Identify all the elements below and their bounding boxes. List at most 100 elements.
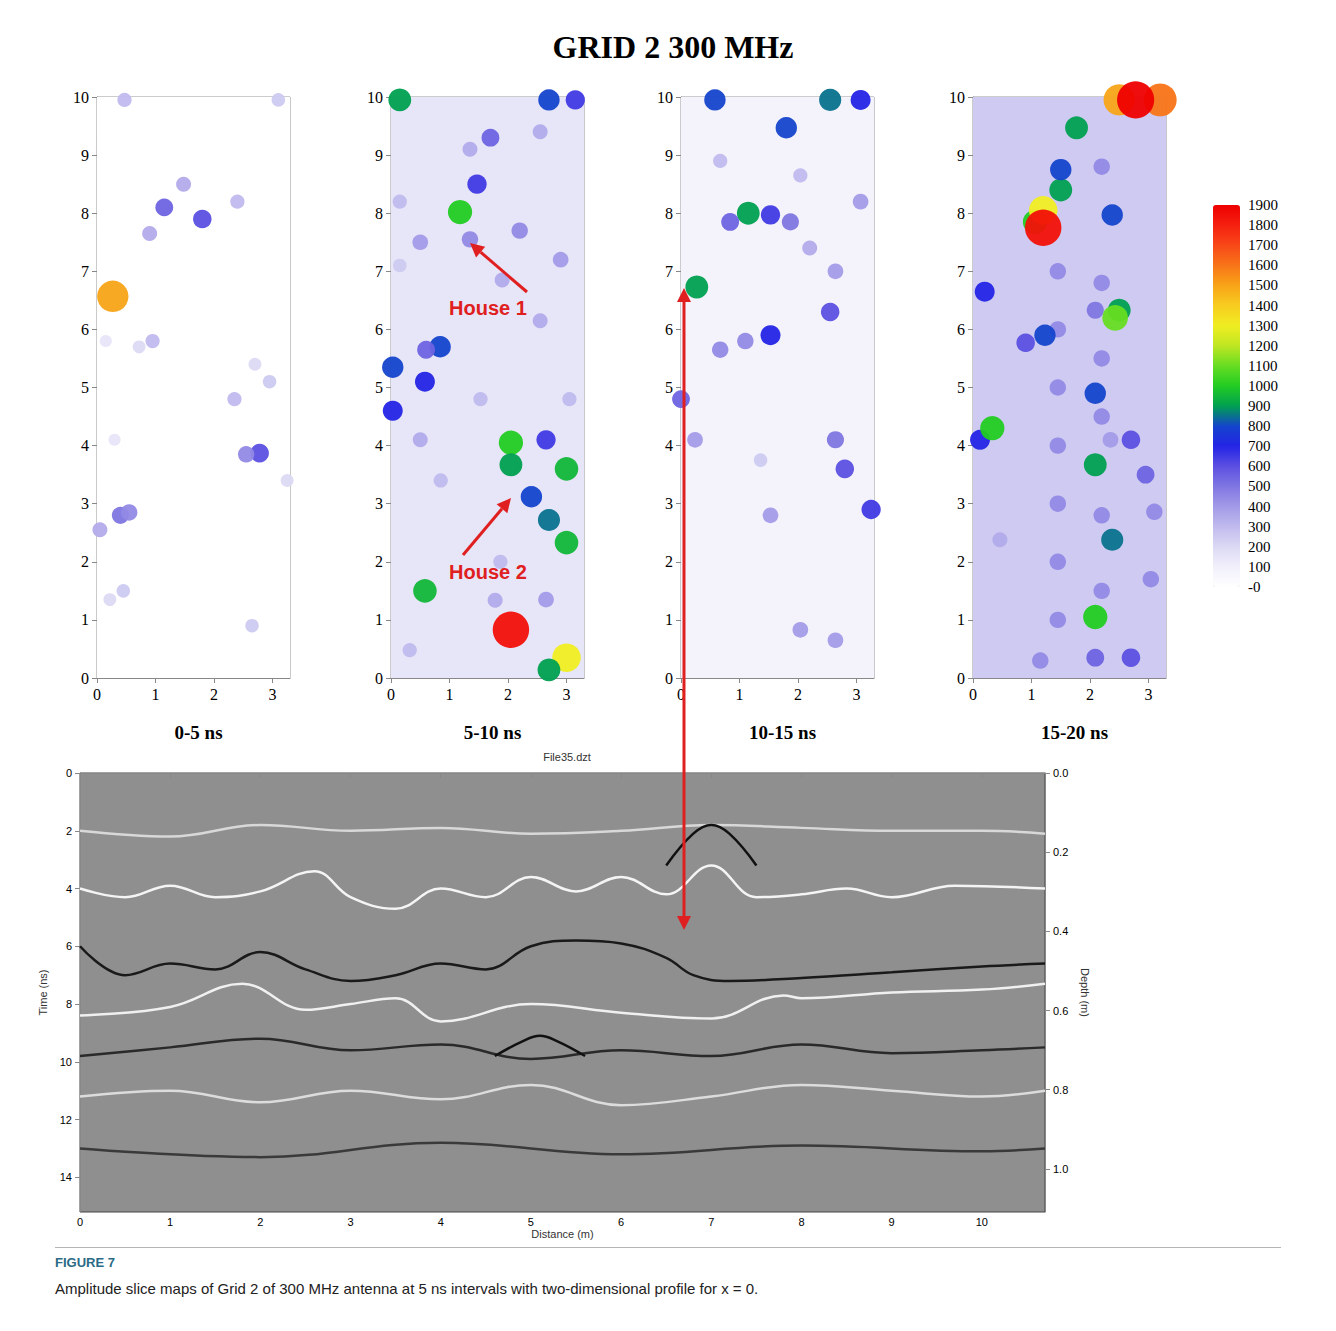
- svg-text:1900: 1900: [1248, 197, 1278, 213]
- svg-text:5: 5: [957, 379, 965, 396]
- svg-text:4: 4: [438, 1216, 444, 1228]
- svg-text:6: 6: [66, 940, 72, 952]
- svg-text:1: 1: [81, 611, 89, 628]
- svg-text:9: 9: [375, 147, 383, 164]
- svg-text:4: 4: [957, 437, 965, 454]
- svg-text:4: 4: [665, 437, 673, 454]
- svg-text:4: 4: [81, 437, 89, 454]
- svg-text:1700: 1700: [1248, 237, 1278, 253]
- svg-text:10: 10: [949, 89, 965, 106]
- svg-text:1100: 1100: [1248, 358, 1277, 374]
- svg-text:3: 3: [563, 686, 571, 703]
- svg-text:1: 1: [957, 611, 965, 628]
- svg-text:5: 5: [528, 1216, 534, 1228]
- svg-text:300: 300: [1248, 519, 1271, 535]
- svg-text:2: 2: [210, 686, 218, 703]
- svg-text:8: 8: [665, 205, 673, 222]
- svg-text:800: 800: [1248, 418, 1271, 434]
- svg-text:0.6: 0.6: [1053, 1005, 1068, 1017]
- svg-text:2: 2: [957, 553, 965, 570]
- svg-text:1800: 1800: [1248, 217, 1278, 233]
- svg-text:6: 6: [665, 321, 673, 338]
- svg-text:Distance (m): Distance (m): [531, 1228, 593, 1240]
- svg-text:6: 6: [618, 1216, 624, 1228]
- svg-text:1500: 1500: [1248, 277, 1278, 293]
- svg-text:1400: 1400: [1248, 298, 1278, 314]
- svg-text:1000: 1000: [1248, 378, 1278, 394]
- svg-text:2: 2: [257, 1216, 263, 1228]
- svg-text:4: 4: [375, 437, 383, 454]
- svg-text:7: 7: [375, 263, 383, 280]
- svg-text:6: 6: [957, 321, 965, 338]
- svg-text:0.8: 0.8: [1053, 1084, 1068, 1096]
- svg-text:7: 7: [708, 1216, 714, 1228]
- svg-text:1: 1: [167, 1216, 173, 1228]
- svg-text:0: 0: [387, 686, 395, 703]
- svg-text:1300: 1300: [1248, 318, 1278, 334]
- svg-text:1: 1: [736, 686, 744, 703]
- svg-text:9: 9: [81, 147, 89, 164]
- svg-text:-0: -0: [1248, 579, 1261, 595]
- svg-text:5: 5: [665, 379, 673, 396]
- svg-text:2: 2: [81, 553, 89, 570]
- svg-text:10: 10: [367, 89, 383, 106]
- svg-text:3: 3: [853, 686, 861, 703]
- svg-text:10-15 ns: 10-15 ns: [749, 722, 816, 743]
- svg-text:3: 3: [269, 686, 277, 703]
- svg-text:3: 3: [347, 1216, 353, 1228]
- svg-text:File35.dzt: File35.dzt: [543, 751, 591, 763]
- svg-text:1: 1: [152, 686, 160, 703]
- svg-text:6: 6: [375, 321, 383, 338]
- svg-text:0.2: 0.2: [1053, 846, 1068, 858]
- svg-text:10: 10: [657, 89, 673, 106]
- svg-text:5-10 ns: 5-10 ns: [464, 722, 522, 743]
- svg-text:5: 5: [375, 379, 383, 396]
- svg-text:1: 1: [375, 611, 383, 628]
- svg-text:0: 0: [66, 767, 72, 779]
- svg-text:House 2: House 2: [449, 561, 527, 583]
- svg-text:7: 7: [665, 263, 673, 280]
- svg-text:1.0: 1.0: [1053, 1163, 1068, 1175]
- svg-text:3: 3: [375, 495, 383, 512]
- svg-text:6: 6: [81, 321, 89, 338]
- svg-text:9: 9: [665, 147, 673, 164]
- svg-text:10: 10: [976, 1216, 988, 1228]
- svg-text:600: 600: [1248, 458, 1271, 474]
- svg-text:500: 500: [1248, 478, 1271, 494]
- svg-text:Time (ns): Time (ns): [37, 969, 49, 1015]
- svg-text:2: 2: [794, 686, 802, 703]
- svg-text:700: 700: [1248, 438, 1271, 454]
- svg-text:8: 8: [798, 1216, 804, 1228]
- svg-text:3: 3: [665, 495, 673, 512]
- svg-text:9: 9: [889, 1216, 895, 1228]
- svg-text:House 1: House 1: [449, 297, 527, 319]
- svg-text:9: 9: [957, 147, 965, 164]
- svg-text:5: 5: [81, 379, 89, 396]
- svg-text:0.0: 0.0: [1053, 767, 1068, 779]
- svg-text:2: 2: [66, 825, 72, 837]
- svg-text:0: 0: [77, 1216, 83, 1228]
- svg-text:15-20 ns: 15-20 ns: [1041, 722, 1108, 743]
- svg-text:14: 14: [60, 1171, 72, 1183]
- svg-text:2: 2: [1086, 686, 1094, 703]
- svg-text:0: 0: [375, 670, 383, 687]
- svg-text:2: 2: [665, 553, 673, 570]
- svg-text:200: 200: [1248, 539, 1271, 555]
- svg-text:8: 8: [957, 205, 965, 222]
- svg-text:0: 0: [665, 670, 673, 687]
- svg-text:7: 7: [957, 263, 965, 280]
- svg-text:100: 100: [1248, 559, 1271, 575]
- svg-text:8: 8: [66, 998, 72, 1010]
- svg-text:0: 0: [969, 686, 977, 703]
- svg-text:7: 7: [81, 263, 89, 280]
- svg-text:1: 1: [446, 686, 454, 703]
- svg-text:1200: 1200: [1248, 338, 1278, 354]
- svg-text:1: 1: [665, 611, 673, 628]
- svg-text:0.4: 0.4: [1053, 925, 1068, 937]
- svg-text:0-5 ns: 0-5 ns: [175, 722, 223, 743]
- svg-text:8: 8: [375, 205, 383, 222]
- svg-text:4: 4: [66, 883, 72, 895]
- svg-text:400: 400: [1248, 499, 1271, 515]
- svg-text:10: 10: [60, 1056, 72, 1068]
- svg-text:GRID 2 300 MHz: GRID 2 300 MHz: [553, 29, 794, 65]
